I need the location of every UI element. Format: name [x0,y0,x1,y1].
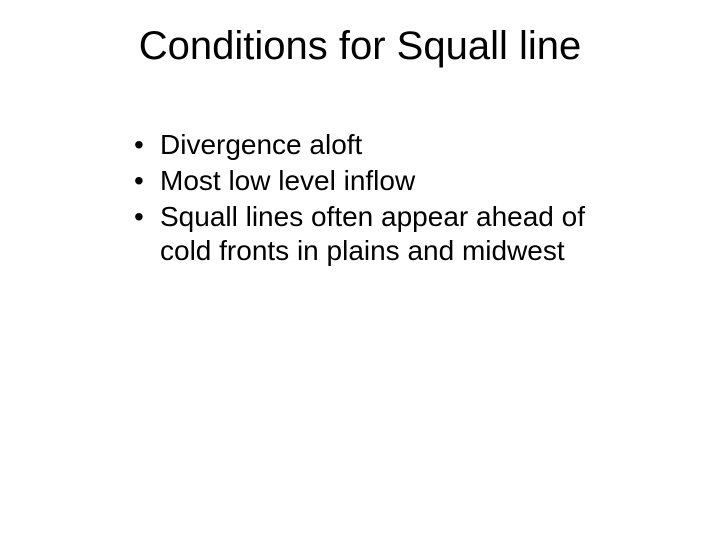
slide-body: Divergence aloft Most low level inflow S… [130,128,590,271]
slide: Conditions for Squall line Divergence al… [0,0,720,540]
slide-title: Conditions for Squall line [0,24,720,69]
bullet-list: Divergence aloft Most low level inflow S… [130,128,590,269]
list-item: Squall lines often appear ahead of cold … [130,200,590,268]
list-item: Most low level inflow [130,164,590,198]
list-item: Divergence aloft [130,128,590,162]
